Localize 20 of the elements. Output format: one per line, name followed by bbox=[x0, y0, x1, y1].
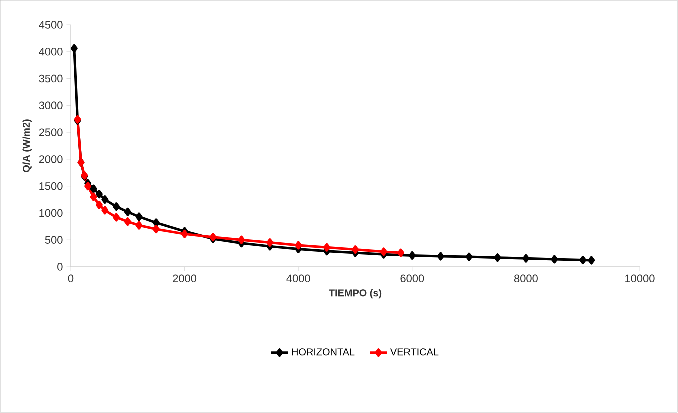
x-tick-label: 8000 bbox=[514, 274, 538, 283]
legend-label: HORIZONTAL bbox=[292, 348, 355, 356]
y-tick-label: 500 bbox=[45, 236, 63, 244]
x-tick-label: 2000 bbox=[173, 274, 197, 283]
y-axis-title: Q/A (W/m2) bbox=[22, 120, 32, 172]
x-tick-label: 0 bbox=[68, 274, 74, 283]
y-tick-label: 1500 bbox=[40, 182, 63, 190]
y-tick-label: 2500 bbox=[39, 128, 63, 136]
y-tick-label: 4000 bbox=[39, 48, 63, 56]
x-tick-label: 10000 bbox=[626, 274, 655, 283]
y-tick-label: 4500 bbox=[39, 21, 63, 29]
x-tick-label: 6000 bbox=[400, 274, 424, 283]
y-tick-label: 3000 bbox=[39, 102, 63, 110]
y-tick-label: 0 bbox=[58, 263, 63, 271]
y-tick-label: 2000 bbox=[39, 156, 63, 164]
y-tick-label: 1000 bbox=[40, 209, 63, 218]
legend-label: VERTICAL bbox=[390, 348, 439, 356]
x-axis-title: TIEMPO (s) bbox=[329, 289, 382, 299]
y-tick-label: 3500 bbox=[39, 74, 63, 83]
x-tick-label: 4000 bbox=[286, 274, 310, 283]
